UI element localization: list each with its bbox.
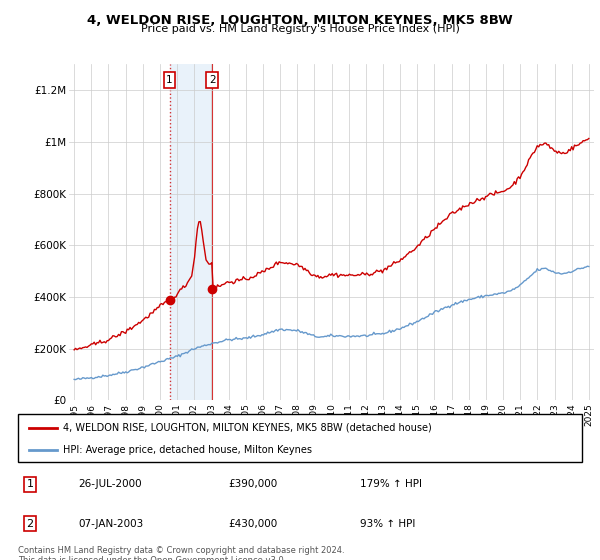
- Text: HPI: Average price, detached house, Milton Keynes: HPI: Average price, detached house, Milt…: [63, 445, 312, 455]
- Text: 1: 1: [26, 479, 34, 489]
- Text: 4, WELDON RISE, LOUGHTON, MILTON KEYNES, MK5 8BW (detached house): 4, WELDON RISE, LOUGHTON, MILTON KEYNES,…: [63, 423, 432, 433]
- Bar: [170, 64, 212, 400]
- Text: 2: 2: [209, 75, 215, 85]
- Text: 1: 1: [166, 75, 173, 85]
- Text: 93% ↑ HPI: 93% ↑ HPI: [360, 519, 415, 529]
- Text: 26-JUL-2000: 26-JUL-2000: [78, 479, 142, 489]
- Text: 179% ↑ HPI: 179% ↑ HPI: [360, 479, 422, 489]
- Text: 2: 2: [26, 519, 34, 529]
- Text: 4, WELDON RISE, LOUGHTON, MILTON KEYNES, MK5 8BW: 4, WELDON RISE, LOUGHTON, MILTON KEYNES,…: [87, 14, 513, 27]
- Text: Contains HM Land Registry data © Crown copyright and database right 2024.
This d: Contains HM Land Registry data © Crown c…: [18, 546, 344, 560]
- Text: £430,000: £430,000: [228, 519, 277, 529]
- Text: 07-JAN-2003: 07-JAN-2003: [78, 519, 143, 529]
- Text: Price paid vs. HM Land Registry's House Price Index (HPI): Price paid vs. HM Land Registry's House …: [140, 24, 460, 34]
- Text: £390,000: £390,000: [228, 479, 277, 489]
